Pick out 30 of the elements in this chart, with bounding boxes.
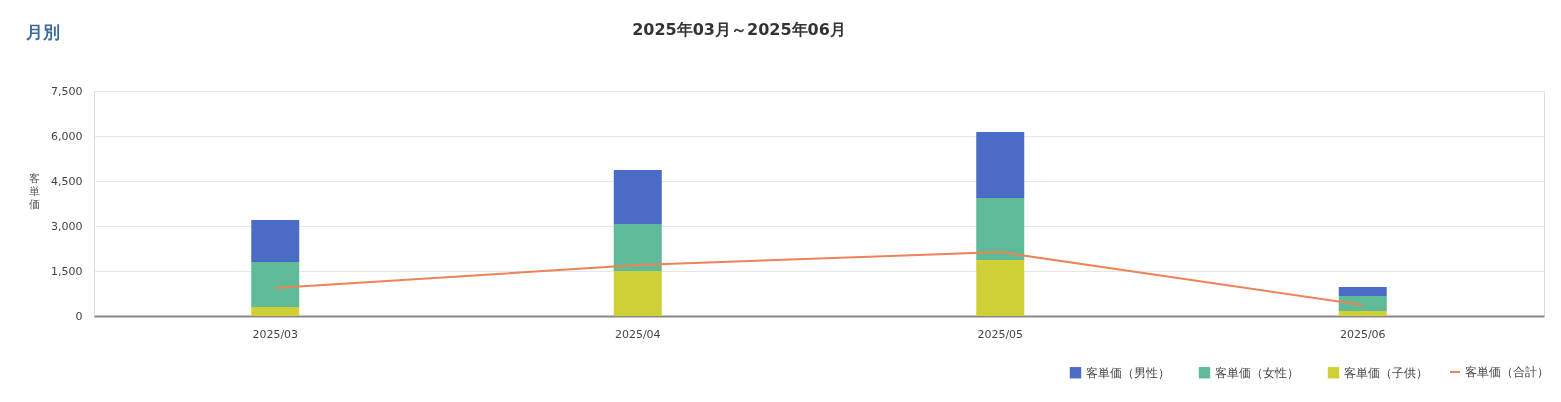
bar xyxy=(251,220,300,262)
bar xyxy=(251,307,300,316)
bar xyxy=(1338,310,1387,316)
bar xyxy=(1338,295,1387,311)
bar xyxy=(976,198,1025,260)
chart-subtitle: 月別 xyxy=(25,22,60,42)
bar xyxy=(976,132,1025,199)
bar xyxy=(251,262,300,307)
line-series xyxy=(274,251,1364,306)
legend-label: 客単価（子供） xyxy=(1344,365,1428,380)
y-axis-title: 客単価 xyxy=(29,172,40,211)
x-tick-label: 2025/06 xyxy=(1339,327,1386,341)
y-tick-label: 0 xyxy=(75,309,83,323)
y-tick-label: 3,000 xyxy=(51,219,83,233)
y-tick-label: 6,000 xyxy=(51,129,83,143)
y-tick-label: 7,500 xyxy=(51,84,83,98)
bar xyxy=(976,259,1025,316)
x-tick-label: 2025/04 xyxy=(614,327,661,341)
y-tick-label: 1,500 xyxy=(51,264,83,278)
chart-title: 2025年03月～2025年06月 xyxy=(632,20,846,39)
bar xyxy=(613,271,662,316)
bar xyxy=(613,169,662,224)
legend-label: 客単価（男性） xyxy=(1086,365,1170,380)
bar xyxy=(613,223,662,271)
bar xyxy=(1338,286,1387,296)
x-tick-label: 2025/03 xyxy=(252,327,299,341)
legend-label: 客単価（女性） xyxy=(1215,365,1299,380)
x-tick-label: 2025/05 xyxy=(977,327,1024,341)
y-tick-label: 4,500 xyxy=(51,174,83,188)
legend-label: 客単価（合計） xyxy=(1465,365,1549,379)
